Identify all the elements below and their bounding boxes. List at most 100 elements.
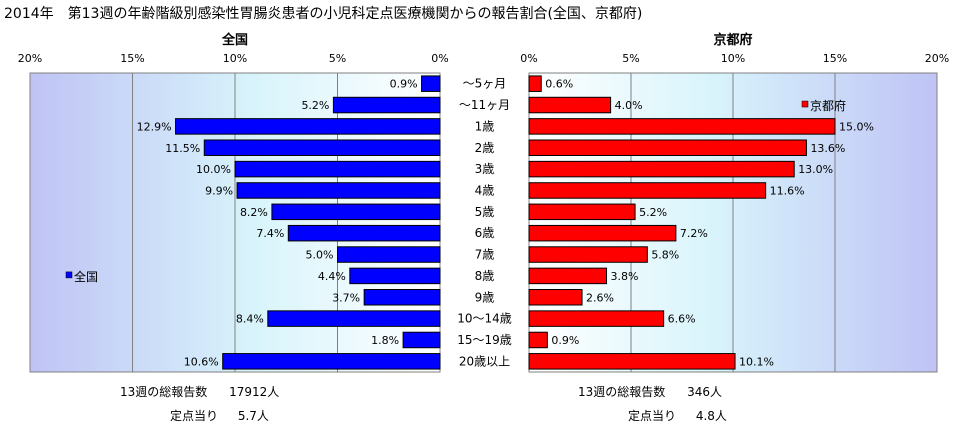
kyoto-value-label: 5.8% <box>651 249 679 262</box>
category-label: 4歳 <box>475 183 495 197</box>
national-value-label: 1.8% <box>371 334 399 347</box>
category-label: 2歳 <box>475 141 495 155</box>
national-tick-label: 15% <box>120 52 144 65</box>
kyoto-tick-label: 10% <box>721 52 745 65</box>
national-bar <box>267 310 441 327</box>
chart-title: 2014年 第13週の年齢階級別感染性胃腸炎患者の小児科定点医療機関からの報告割… <box>4 6 643 22</box>
kyoto-total: 13週の総報告数 346人 <box>578 383 722 400</box>
category-label: 1歳 <box>475 119 495 133</box>
kyoto-value-label: 11.6% <box>770 184 805 197</box>
national-total-value: 17912人 <box>229 385 280 399</box>
kyoto-value-label: 2.6% <box>586 291 614 304</box>
national-value-label: 4.4% <box>318 270 346 283</box>
national-bar <box>349 267 441 285</box>
category-label: 6歳 <box>475 226 495 240</box>
kyoto-bar <box>528 353 736 370</box>
national-bar <box>234 160 441 178</box>
national-legend-label: 全国 <box>74 269 98 284</box>
kyoto-bar <box>528 289 583 306</box>
national-total: 13週の総報告数 17912人 <box>120 383 279 400</box>
kyoto-tick-label: 0% <box>520 52 537 65</box>
kyoto-bar <box>528 182 767 199</box>
kyoto-value-label: 13.6% <box>810 142 845 155</box>
kyoto-value-label: 7.2% <box>680 227 708 240</box>
national-bar <box>421 75 441 92</box>
national-bar <box>203 139 441 156</box>
kyoto-value-label: 5.2% <box>639 206 667 219</box>
kyoto-value-label: 6.6% <box>668 313 696 326</box>
national-tick-label: 10% <box>223 52 247 65</box>
kyoto-legend-swatch <box>801 100 809 108</box>
national-bar <box>287 224 441 242</box>
kyoto-legend-label: 京都府 <box>810 98 846 113</box>
category-label: 8歳 <box>475 269 495 283</box>
national-total-label: 13週の総報告数 <box>120 385 208 399</box>
category-label: 9歳 <box>475 290 495 304</box>
category-label: ～5ヶ月 <box>463 77 507 91</box>
kyoto-per-site-value: 4.8人 <box>695 409 727 423</box>
national-panel-title: 全国 <box>221 32 248 48</box>
kyoto-total-label: 13週の総報告数 <box>578 385 666 399</box>
national-value-label: 5.0% <box>306 249 334 262</box>
kyoto-per-site: 定点当り 4.8人 <box>628 407 727 424</box>
kyoto-value-label: 15.0% <box>839 120 874 133</box>
national-per-site-value: 5.7人 <box>237 409 269 423</box>
kyoto-bar <box>528 96 612 114</box>
national-tick-label: 20% <box>18 52 42 65</box>
kyoto-tick-label: 5% <box>622 52 639 65</box>
national-per-site-label: 定点当り <box>170 409 219 423</box>
national-value-label: 10.0% <box>196 163 231 176</box>
category-label: 3歳 <box>475 162 495 176</box>
kyoto-value-label: 3.8% <box>611 270 639 283</box>
kyoto-bar <box>528 267 608 285</box>
kyoto-per-site-label: 定点当り <box>628 409 677 423</box>
kyoto-bar <box>528 310 665 327</box>
kyoto-value-label: 0.9% <box>551 334 579 347</box>
kyoto-panel-title: 京都府 <box>713 32 752 48</box>
national-value-label: 9.9% <box>205 184 233 197</box>
national-bar <box>175 118 441 135</box>
kyoto-value-label: 13.0% <box>798 163 833 176</box>
national-per-site: 定点当り 5.7人 <box>170 407 269 424</box>
kyoto-bar <box>528 331 548 349</box>
national-value-label: 5.2% <box>301 99 329 112</box>
category-label: 5歳 <box>475 205 495 219</box>
category-label: 20歳以上 <box>459 354 510 368</box>
kyoto-tick-label: 15% <box>823 52 847 65</box>
national-value-label: 7.4% <box>256 227 284 240</box>
national-value-label: 3.7% <box>332 291 360 304</box>
kyoto-value-label: 0.6% <box>545 78 573 91</box>
national-bar <box>402 331 441 349</box>
kyoto-bar <box>528 118 836 135</box>
national-bar <box>222 353 441 370</box>
national-bar <box>236 182 441 199</box>
national-value-label: 0.9% <box>390 78 418 91</box>
kyoto-total-value: 346人 <box>687 385 723 399</box>
category-label: 10～14歳 <box>457 312 512 326</box>
kyoto-value-label: 4.0% <box>615 99 643 112</box>
national-tick-label: 5% <box>329 52 346 65</box>
kyoto-bar <box>528 203 636 221</box>
kyoto-value-label: 10.1% <box>739 355 774 368</box>
kyoto-bar <box>528 160 795 178</box>
kyoto-bar <box>528 75 542 92</box>
kyoto-bar <box>528 246 648 263</box>
national-value-label: 12.9% <box>137 120 172 133</box>
category-label: 7歳 <box>475 248 495 262</box>
national-tick-label: 0% <box>431 52 448 65</box>
national-bar <box>332 96 441 114</box>
kyoto-tick-label: 20% <box>925 52 949 65</box>
kyoto-bar <box>528 139 807 156</box>
kyoto-bar <box>528 224 677 242</box>
category-label: ～11ヶ月 <box>459 98 510 112</box>
national-value-label: 8.2% <box>240 206 268 219</box>
national-value-label: 8.4% <box>236 313 264 326</box>
national-bar <box>271 203 441 221</box>
national-value-label: 11.5% <box>165 142 200 155</box>
category-label: 15～19歳 <box>457 333 512 347</box>
national-bar <box>363 289 441 306</box>
national-legend-swatch <box>65 271 73 279</box>
national-bar <box>337 246 441 263</box>
